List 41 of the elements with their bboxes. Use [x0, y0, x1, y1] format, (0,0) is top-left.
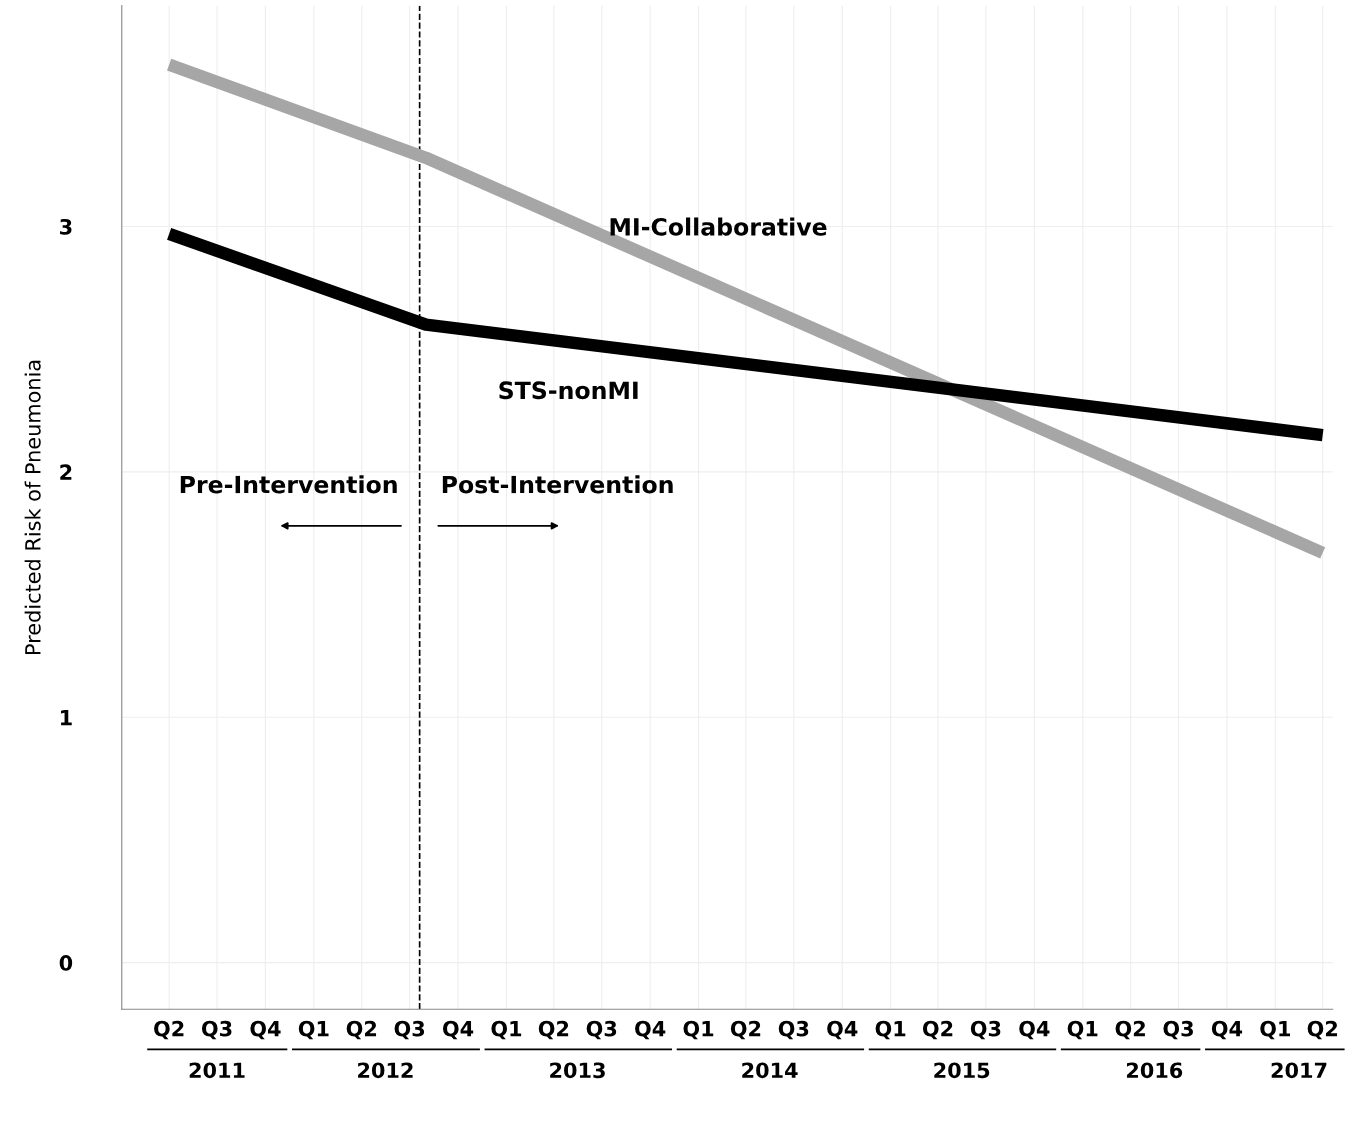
x-tick-label: Q4 — [442, 1020, 474, 1040]
y-tick-label: 1 — [61, 709, 72, 726]
x2-tick-label: 2011 — [189, 1062, 245, 1079]
x-tick-label: Q3 — [970, 1020, 1001, 1040]
x2-tick-label: 2017 — [1271, 1062, 1327, 1079]
x-tick-label: Q3 — [1163, 1020, 1193, 1040]
x-tick-label: Q1 — [491, 1020, 522, 1040]
x2-tick-label: 2014 — [742, 1062, 798, 1079]
series-label: STS-nonMI — [499, 381, 638, 400]
y-tick-label: 3 — [60, 218, 72, 235]
x-tick-label: Q1 — [683, 1020, 714, 1040]
x-tick-label: Q3 — [778, 1020, 809, 1040]
x-tick-label: Q2 — [922, 1020, 953, 1040]
x-tick-label: Q4 — [1211, 1020, 1243, 1040]
y-tick-label: 0 — [59, 955, 73, 971]
x-tick-label: Q4 — [250, 1020, 281, 1040]
x-tick-label: Q3 — [394, 1020, 425, 1040]
x2-tick-label: 2015 — [934, 1062, 990, 1079]
x-tick-label: Q2 — [346, 1020, 377, 1040]
x-tick-label: Q4 — [635, 1020, 666, 1040]
x-tick-label: Q2 — [538, 1020, 569, 1040]
x-tick-label: Q1 — [875, 1020, 906, 1040]
x-tick-label: Q4 — [1019, 1020, 1050, 1040]
x2-tick-label: 2013 — [550, 1062, 605, 1079]
x2-tick-label: 2012 — [358, 1062, 413, 1079]
y-tick-label: 2 — [60, 464, 72, 480]
x-tick-label: Q2 — [730, 1020, 761, 1040]
x-tick-label: Q2 — [154, 1020, 184, 1040]
x-tick-label: Q1 — [298, 1020, 329, 1040]
x-tick-label: Q1 — [1260, 1020, 1291, 1040]
annotation: Pre-Intervention — [180, 475, 397, 494]
x-tick-label: Q2 — [1307, 1020, 1337, 1040]
y-axis-title: Predicted Risk of Pneumonia — [24, 360, 41, 654]
x-tick-label: Q4 — [827, 1020, 858, 1040]
annotation: Post-Intervention — [442, 475, 673, 494]
series-label: MI-Collaborative — [610, 217, 827, 236]
x-tick-label: Q2 — [1115, 1020, 1145, 1040]
x-tick-label: Q3 — [201, 1020, 232, 1040]
x2-tick-label: 2016 — [1126, 1062, 1183, 1079]
x-tick-label: Q1 — [1067, 1020, 1098, 1040]
x-tick-label: Q3 — [586, 1020, 617, 1040]
